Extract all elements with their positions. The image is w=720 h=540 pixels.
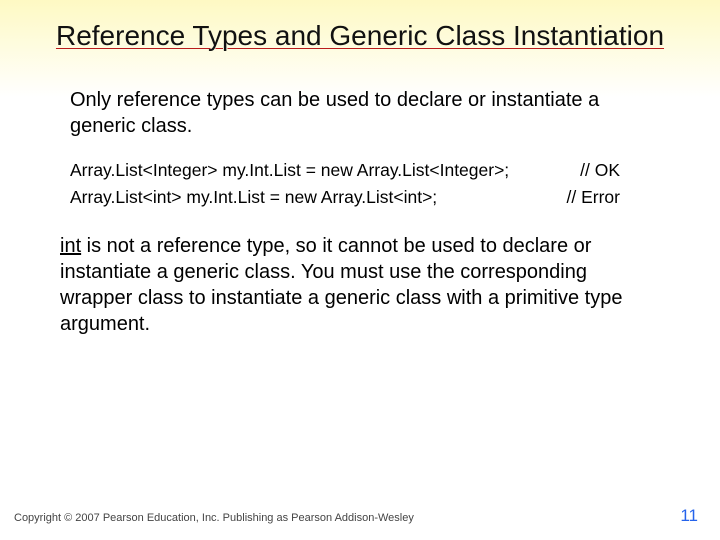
page-number: 11 [680, 506, 698, 526]
slide-title: Reference Types and Generic Class Instan… [0, 0, 720, 53]
keyword-int: int [60, 235, 81, 257]
code-comment: // Error [567, 184, 660, 211]
copyright-text: Copyright © 2007 Pearson Education, Inc.… [14, 512, 414, 524]
explanation-text: is not a reference type, so it cannot be… [60, 235, 622, 335]
explanation-paragraph: int is not a reference type, so it canno… [60, 233, 650, 337]
code-text: Array.List<Integer> my.Int.List = new Ar… [70, 157, 509, 184]
code-block: Array.List<Integer> my.Int.List = new Ar… [70, 157, 660, 211]
slide-content: Only reference types can be used to decl… [0, 53, 720, 337]
code-text: Array.List<int> my.Int.List = new Array.… [70, 184, 437, 211]
code-line-error: Array.List<int> my.Int.List = new Array.… [70, 184, 660, 211]
code-comment: // OK [580, 157, 660, 184]
intro-paragraph: Only reference types can be used to decl… [70, 87, 660, 139]
code-line-ok: Array.List<Integer> my.Int.List = new Ar… [70, 157, 660, 184]
